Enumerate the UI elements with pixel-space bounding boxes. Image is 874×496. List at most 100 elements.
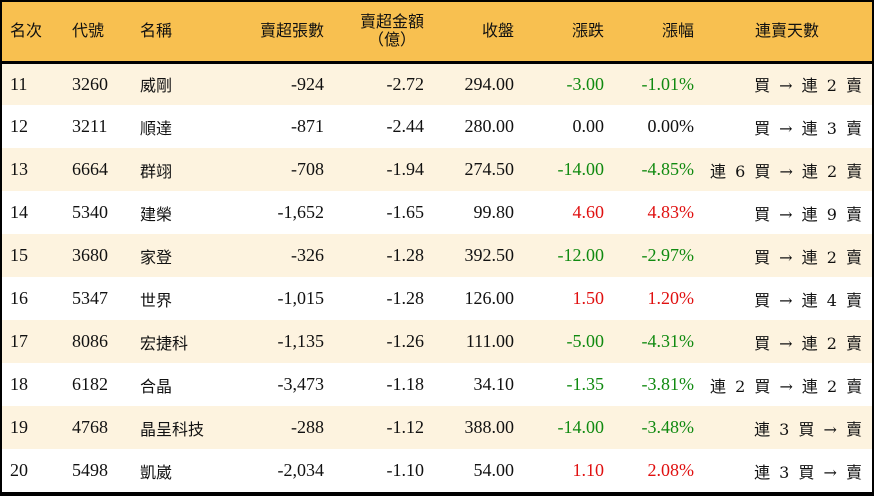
cell-code[interactable]: 5347 <box>72 288 108 308</box>
cell-change: -5.00 <box>566 331 605 351</box>
cell-rank: 12 <box>10 116 28 136</box>
cell-change: -3.00 <box>566 73 605 94</box>
cell-name[interactable]: 凱崴 <box>140 462 173 482</box>
cell-net-sell-lots: -924 <box>291 73 324 94</box>
cell-streak: 連 6 買 → 連 2 賣 <box>710 161 865 181</box>
cell-name[interactable]: 家登 <box>140 247 173 267</box>
cell-rank: 18 <box>10 374 28 394</box>
table-row[interactable]: 14 5340 建榮 -1,652 -1.65 99.80 4.60 4.83%… <box>2 191 872 234</box>
cell-change: 0.00 <box>572 116 605 136</box>
cell-change-pct: 2.08% <box>647 460 695 480</box>
cell-net-sell-lots: -708 <box>291 159 324 179</box>
cell-close: 111.00 <box>465 331 514 351</box>
cell-net-sell-amount: -2.72 <box>386 73 425 94</box>
cell-change-pct: -3.81% <box>641 374 695 394</box>
header-net-sell-amount[interactable]: 賣超金額 （億） <box>332 2 432 64</box>
header-change[interactable]: 漲跌 <box>522 2 612 64</box>
cell-streak: 買 → 連 3 賣 <box>754 118 864 138</box>
header-net-sell-amount-line2: （億） <box>367 30 416 50</box>
cell-name[interactable]: 威剛 <box>140 76 173 96</box>
cell-close: 99.80 <box>473 202 515 222</box>
cell-name[interactable]: 順達 <box>140 118 173 138</box>
cell-net-sell-lots: -326 <box>291 245 324 265</box>
cell-close: 274.50 <box>464 159 515 179</box>
cell-code[interactable]: 5340 <box>72 202 108 222</box>
cell-close: 34.10 <box>473 374 515 394</box>
table-row[interactable]: 20 5498 凱崴 -2,034 -1.10 54.00 1.10 2.08%… <box>2 449 872 492</box>
table-row[interactable]: 16 5347 世界 -1,015 -1.28 126.00 1.50 1.20… <box>2 277 872 320</box>
cell-streak: 連 3 買 → 賣 <box>754 462 864 482</box>
cell-code[interactable]: 3680 <box>72 245 108 265</box>
header-net-sell-amount-line1: 賣超金額 <box>359 12 424 32</box>
cell-close: 280.00 <box>464 116 515 136</box>
cell-name[interactable]: 世界 <box>140 290 173 310</box>
header-streak[interactable]: 連賣天數 <box>702 2 872 64</box>
table-row[interactable]: 17 8086 宏捷科 -1,135 -1.26 111.00 -5.00 -4… <box>2 320 872 363</box>
table-row[interactable]: 18 6182 合晶 -3,473 -1.18 34.10 -1.35 -3.8… <box>2 363 872 406</box>
header-net-sell-lots[interactable]: 賣超張數 <box>232 2 332 64</box>
cell-net-sell-lots: -288 <box>291 417 324 437</box>
cell-close: 54.00 <box>473 460 515 480</box>
cell-rank: 17 <box>10 331 28 351</box>
cell-name[interactable]: 宏捷科 <box>140 333 189 353</box>
cell-net-sell-amount: -1.26 <box>386 331 425 351</box>
cell-code[interactable]: 3211 <box>72 116 108 136</box>
table-row[interactable]: 12 3211 順達 -871 -2.44 280.00 0.00 0.00% … <box>2 105 872 148</box>
cell-code[interactable]: 3260 <box>72 73 108 94</box>
cell-rank: 14 <box>10 202 28 222</box>
cell-streak: 連 3 買 → 賣 <box>754 419 864 439</box>
cell-code[interactable]: 4768 <box>72 417 108 437</box>
cell-code[interactable]: 5498 <box>72 460 108 480</box>
cell-name[interactable]: 晶呈科技 <box>140 419 205 439</box>
cell-change-pct: -2.97% <box>641 245 695 265</box>
header-rank[interactable]: 名次 <box>2 2 64 64</box>
cell-change-pct: 4.83% <box>647 202 695 222</box>
cell-change-pct: -3.48% <box>641 417 695 437</box>
cell-code[interactable]: 8086 <box>72 331 108 351</box>
header-change-pct[interactable]: 漲幅 <box>612 2 702 64</box>
cell-change: 4.60 <box>572 202 605 222</box>
cell-net-sell-amount: -1.65 <box>386 202 425 222</box>
cell-change-pct: 0.00% <box>647 116 695 136</box>
cell-net-sell-lots: -871 <box>291 116 324 136</box>
cell-net-sell-lots: -1,652 <box>277 202 325 222</box>
cell-code[interactable]: 6182 <box>72 374 108 394</box>
table-header-row: 名次 代號 名稱 賣超張數 賣超金額 （億） 收盤 漲跌 漲幅 連賣天數 <box>2 2 872 64</box>
cell-name[interactable]: 群翊 <box>140 161 173 181</box>
cell-rank: 19 <box>10 417 28 437</box>
cell-close: 388.00 <box>464 417 515 437</box>
cell-change: -14.00 <box>557 159 605 179</box>
table-body: 11 3260 威剛 -924 -2.72 294.00 -3.00 -1.01… <box>2 62 872 492</box>
cell-net-sell-amount: -2.44 <box>386 116 425 136</box>
header-code[interactable]: 代號 <box>64 2 132 64</box>
cell-rank: 20 <box>10 460 28 480</box>
cell-net-sell-amount: -1.94 <box>386 159 425 179</box>
cell-net-sell-lots: -1,015 <box>277 288 325 308</box>
cell-net-sell-amount: -1.28 <box>386 245 425 265</box>
table-row[interactable]: 13 6664 群翊 -708 -1.94 274.50 -14.00 -4.8… <box>2 148 872 191</box>
table-row[interactable]: 15 3680 家登 -326 -1.28 392.50 -12.00 -2.9… <box>2 234 872 277</box>
cell-change-pct: -1.01% <box>641 73 695 94</box>
cell-net-sell-amount: -1.18 <box>386 374 425 394</box>
cell-name[interactable]: 建榮 <box>140 204 173 224</box>
cell-change: 1.50 <box>572 288 605 308</box>
table-row[interactable]: 19 4768 晶呈科技 -288 -1.12 388.00 -14.00 -3… <box>2 406 872 449</box>
cell-code[interactable]: 6664 <box>72 159 108 179</box>
cell-streak: 買 → 連 9 賣 <box>754 204 864 224</box>
cell-change: -14.00 <box>557 417 605 437</box>
cell-net-sell-amount: -1.28 <box>386 288 425 308</box>
table-row[interactable]: 11 3260 威剛 -924 -2.72 294.00 -3.00 -1.01… <box>2 62 872 105</box>
cell-net-sell-amount: -1.12 <box>386 417 425 437</box>
cell-net-sell-lots: -2,034 <box>277 460 325 480</box>
header-name[interactable]: 名稱 <box>132 2 232 64</box>
cell-rank: 13 <box>10 159 28 179</box>
cell-streak: 買 → 連 4 賣 <box>754 290 864 310</box>
cell-streak: 買 → 連 2 賣 <box>754 333 864 353</box>
cell-name[interactable]: 合晶 <box>140 376 173 396</box>
cell-change: -1.35 <box>566 374 605 394</box>
header-close[interactable]: 收盤 <box>432 2 522 64</box>
cell-close: 294.00 <box>464 73 515 94</box>
cell-change-pct: -4.31% <box>641 331 695 351</box>
